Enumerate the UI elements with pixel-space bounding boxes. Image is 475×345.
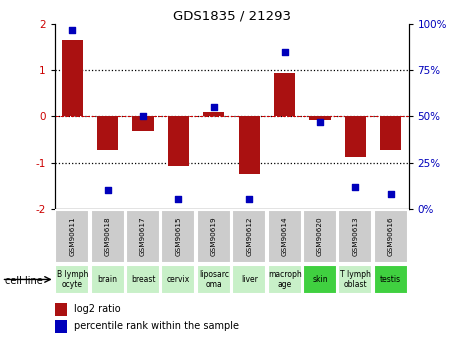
Bar — [55, 303, 67, 316]
Bar — [168, 117, 189, 166]
Point — [104, 188, 112, 193]
Bar — [197, 210, 231, 263]
Bar — [274, 72, 295, 117]
Point — [139, 114, 147, 119]
Bar — [126, 265, 160, 294]
Bar — [62, 40, 83, 117]
Bar — [309, 117, 331, 120]
Bar — [267, 210, 302, 263]
Text: GSM90611: GSM90611 — [69, 217, 76, 256]
Text: GSM90619: GSM90619 — [211, 217, 217, 256]
Bar — [97, 117, 118, 150]
Bar — [303, 210, 337, 263]
Bar — [338, 265, 372, 294]
Bar — [197, 265, 231, 294]
Text: GSM90614: GSM90614 — [282, 217, 288, 256]
Bar — [267, 265, 302, 294]
Bar — [338, 210, 372, 263]
Bar — [203, 112, 225, 117]
Point — [281, 49, 288, 55]
Text: GSM90618: GSM90618 — [104, 217, 111, 256]
Title: GDS1835 / 21293: GDS1835 / 21293 — [172, 10, 291, 23]
Text: skin: skin — [312, 275, 328, 284]
Text: cervix: cervix — [167, 275, 190, 284]
Bar — [303, 265, 337, 294]
Bar — [232, 210, 266, 263]
Bar — [55, 265, 89, 294]
Bar — [126, 210, 160, 263]
Point — [210, 105, 218, 110]
Point — [246, 197, 253, 202]
Point — [352, 184, 359, 189]
Text: T lymph
oblast: T lymph oblast — [340, 270, 371, 289]
Text: log2 ratio: log2 ratio — [74, 304, 121, 314]
Text: cell line: cell line — [5, 276, 42, 286]
Point — [175, 197, 182, 202]
Point — [68, 27, 76, 32]
Bar — [55, 210, 89, 263]
Bar — [162, 265, 196, 294]
Bar — [55, 320, 67, 333]
Text: GSM90620: GSM90620 — [317, 217, 323, 256]
Bar — [374, 265, 408, 294]
Text: GSM90615: GSM90615 — [175, 217, 181, 256]
Text: B lymph
ocyte: B lymph ocyte — [57, 270, 88, 289]
Text: liposarc
oma: liposarc oma — [199, 270, 229, 289]
Bar — [238, 117, 260, 174]
Bar — [380, 117, 401, 150]
Text: macroph
age: macroph age — [268, 270, 302, 289]
Text: breast: breast — [131, 275, 155, 284]
Bar — [91, 210, 125, 263]
Text: GSM90617: GSM90617 — [140, 217, 146, 256]
Bar — [162, 210, 196, 263]
Point — [316, 119, 324, 125]
Bar — [133, 117, 154, 131]
Text: GSM90613: GSM90613 — [352, 217, 359, 256]
Text: testis: testis — [380, 275, 401, 284]
Text: percentile rank within the sample: percentile rank within the sample — [74, 322, 239, 331]
Bar — [345, 117, 366, 157]
Bar — [232, 265, 266, 294]
Text: liver: liver — [241, 275, 258, 284]
Bar — [374, 210, 408, 263]
Point — [387, 191, 395, 197]
Bar — [91, 265, 125, 294]
Text: GSM90612: GSM90612 — [246, 217, 252, 256]
Text: brain: brain — [98, 275, 118, 284]
Text: GSM90616: GSM90616 — [388, 217, 394, 256]
